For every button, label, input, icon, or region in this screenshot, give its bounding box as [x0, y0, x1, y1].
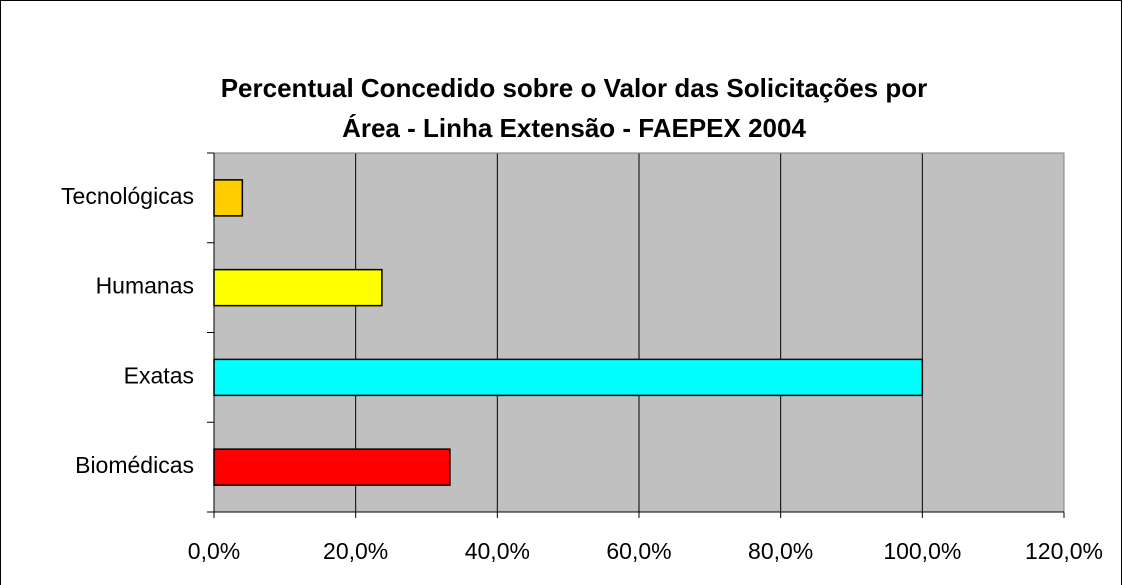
x-tick-label: 80,0%: [748, 538, 813, 564]
bar: [213, 268, 383, 307]
chart-title: Percentual Concedido sobre o Valor das S…: [221, 73, 928, 103]
bar: [213, 179, 244, 217]
y-tick-label: Tecnológicas: [61, 183, 194, 209]
bar: [213, 358, 924, 397]
bar: [213, 448, 451, 486]
y-tick-label: Exatas: [124, 362, 194, 388]
x-tick-label: 60,0%: [606, 538, 671, 564]
x-tick-label: 0,0%: [188, 538, 240, 564]
x-tick-label: 120,0%: [1025, 538, 1103, 564]
y-tick-label: Humanas: [96, 273, 194, 299]
y-tick-label: Biomédicas: [75, 452, 194, 478]
chart-title: Área - Linha Extensão - FAEPEX 2004: [342, 113, 806, 143]
x-tick-label: 20,0%: [323, 538, 388, 564]
x-tick-label: 40,0%: [465, 538, 530, 564]
x-tick-label: 100,0%: [883, 538, 961, 564]
